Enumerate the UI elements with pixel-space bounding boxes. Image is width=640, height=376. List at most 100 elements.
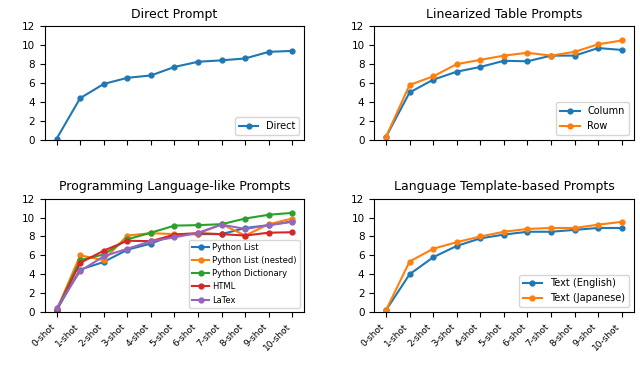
Line: Python List (nested): Python List (nested) bbox=[54, 216, 295, 312]
Text (Japanese) bbox=[571, 226, 579, 230]
Row bbox=[453, 62, 461, 67]
Direct bbox=[76, 96, 84, 100]
Text (Japanese) bbox=[500, 229, 508, 234]
Python List bbox=[289, 219, 296, 224]
HTML bbox=[100, 249, 108, 253]
Line: Text (Japanese): Text (Japanese) bbox=[383, 220, 624, 312]
Text (English) bbox=[429, 255, 437, 259]
Python List (nested) bbox=[124, 233, 131, 238]
Python Dictionary bbox=[147, 230, 155, 235]
LaTex bbox=[147, 239, 155, 244]
Text (Japanese) bbox=[382, 308, 390, 312]
Direct bbox=[100, 82, 108, 86]
Direct bbox=[265, 50, 273, 54]
Row bbox=[547, 53, 555, 58]
HTML bbox=[52, 308, 60, 312]
Python Dictionary bbox=[76, 258, 84, 262]
Column bbox=[524, 59, 531, 64]
Title: Language Template-based Prompts: Language Template-based Prompts bbox=[394, 180, 614, 193]
Column bbox=[547, 53, 555, 58]
Text (English) bbox=[382, 308, 390, 312]
Python List (nested) bbox=[241, 233, 249, 238]
Direct bbox=[218, 58, 225, 62]
Text (English) bbox=[406, 272, 413, 276]
Line: HTML: HTML bbox=[54, 230, 295, 312]
Python List (nested) bbox=[265, 222, 273, 226]
Text (English) bbox=[453, 244, 461, 248]
Direct bbox=[241, 56, 249, 61]
Line: LaTex: LaTex bbox=[54, 220, 295, 311]
Column bbox=[500, 59, 508, 63]
Python Dictionary bbox=[218, 222, 225, 226]
Python List (nested) bbox=[147, 231, 155, 235]
LaTex bbox=[218, 223, 225, 227]
Text (Japanese) bbox=[618, 220, 626, 224]
Title: Direct Prompt: Direct Prompt bbox=[131, 8, 218, 21]
Python List bbox=[171, 232, 179, 237]
LaTex bbox=[100, 254, 108, 259]
Column bbox=[453, 70, 461, 74]
Python Dictionary bbox=[171, 223, 179, 228]
Python Dictionary bbox=[100, 252, 108, 257]
Title: Programming Language-like Prompts: Programming Language-like Prompts bbox=[59, 180, 290, 193]
Line: Row: Row bbox=[383, 38, 624, 139]
Legend: Direct: Direct bbox=[235, 117, 300, 135]
Python List bbox=[265, 223, 273, 227]
Python List bbox=[52, 308, 60, 312]
Text (English) bbox=[500, 232, 508, 237]
Python Dictionary bbox=[265, 212, 273, 217]
Python List (nested) bbox=[52, 308, 60, 312]
Python List bbox=[124, 247, 131, 252]
Line: Python List: Python List bbox=[54, 219, 295, 312]
Legend: Python List, Python List (nested), Python Dictionary, HTML, LaTex: Python List, Python List (nested), Pytho… bbox=[189, 240, 300, 308]
Python List (nested) bbox=[194, 231, 202, 236]
Python Dictionary bbox=[52, 308, 60, 312]
HTML bbox=[171, 232, 179, 237]
Python List bbox=[100, 260, 108, 264]
Python Dictionary bbox=[124, 237, 131, 241]
Text (English) bbox=[547, 229, 555, 234]
Line: Text (English): Text (English) bbox=[383, 226, 624, 312]
Column bbox=[382, 135, 390, 139]
Column bbox=[406, 90, 413, 95]
HTML bbox=[194, 231, 202, 235]
Python Dictionary bbox=[241, 216, 249, 221]
Python List (nested) bbox=[171, 232, 179, 237]
HTML bbox=[241, 233, 249, 238]
Line: Python Dictionary: Python Dictionary bbox=[54, 211, 295, 312]
HTML bbox=[218, 232, 225, 237]
Row bbox=[595, 42, 602, 47]
Text (Japanese) bbox=[524, 227, 531, 231]
HTML bbox=[265, 230, 273, 235]
Python List bbox=[147, 241, 155, 246]
Python List bbox=[241, 226, 249, 230]
Column bbox=[571, 53, 579, 58]
Column bbox=[477, 65, 484, 69]
Row bbox=[429, 74, 437, 79]
Python List (nested) bbox=[76, 253, 84, 258]
Title: Linearized Table Prompts: Linearized Table Prompts bbox=[426, 8, 582, 21]
Legend: Text (English), Text (Japanese): Text (English), Text (Japanese) bbox=[519, 274, 628, 307]
Column bbox=[618, 48, 626, 52]
LaTex bbox=[124, 247, 131, 251]
Column bbox=[429, 77, 437, 82]
Row bbox=[618, 38, 626, 43]
Text (Japanese) bbox=[453, 240, 461, 244]
LaTex bbox=[265, 223, 273, 227]
LaTex bbox=[171, 235, 179, 240]
HTML bbox=[124, 238, 131, 243]
HTML bbox=[289, 230, 296, 235]
Python List bbox=[194, 232, 202, 237]
Text (English) bbox=[524, 229, 531, 234]
Direct bbox=[289, 49, 296, 53]
Python List (nested) bbox=[289, 216, 296, 221]
Direct bbox=[147, 73, 155, 78]
Row bbox=[500, 53, 508, 58]
Row bbox=[382, 135, 390, 139]
Text (English) bbox=[595, 226, 602, 230]
Text (Japanese) bbox=[429, 247, 437, 251]
Python Dictionary bbox=[289, 211, 296, 215]
LaTex bbox=[52, 306, 60, 311]
Direct bbox=[124, 76, 131, 80]
Text (Japanese) bbox=[595, 223, 602, 227]
